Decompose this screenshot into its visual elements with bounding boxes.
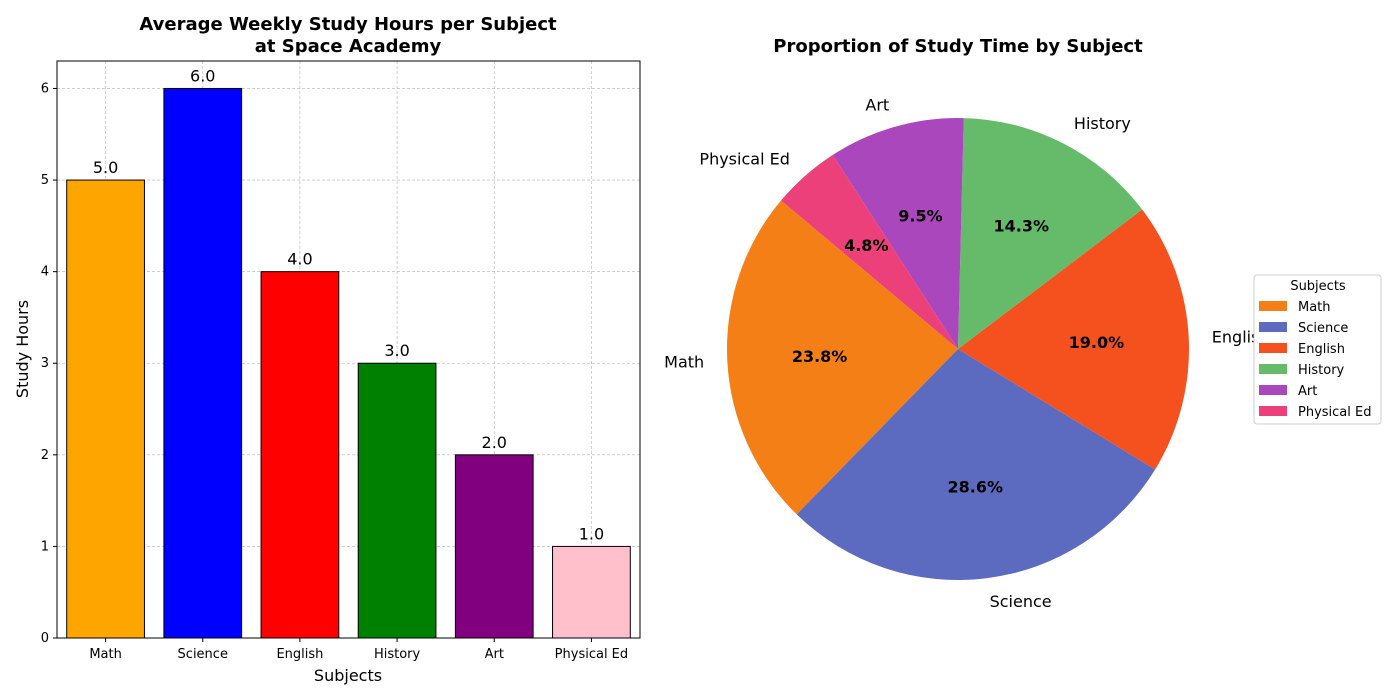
bar-y-tick-label: 3 bbox=[41, 356, 49, 371]
pie-slice-art bbox=[832, 118, 964, 349]
legend-swatch bbox=[1259, 343, 1287, 353]
bar-x-tick-label: History bbox=[374, 647, 421, 662]
bar-y-axis-label: Study Hours bbox=[13, 300, 32, 398]
pie-slice-math bbox=[727, 200, 958, 515]
pie-percent-label: 14.3% bbox=[993, 217, 1049, 236]
legend-swatch bbox=[1259, 406, 1287, 416]
pie-slice-english bbox=[958, 209, 1189, 470]
bar-x-axis-label: Subjects bbox=[314, 666, 382, 685]
legend-entry: English bbox=[1298, 342, 1345, 357]
bar-marks bbox=[66, 87, 631, 639]
bar-y-tick-label: 5 bbox=[41, 173, 49, 188]
pie-legend: Subjects Math Science English History Art Phy… bbox=[1253, 274, 1382, 425]
bar-y-tick-label: 2 bbox=[41, 448, 49, 463]
bar-physical-ed bbox=[552, 545, 631, 639]
bar-value-label: 3.0 bbox=[384, 341, 409, 360]
bar-x-axis-ticks: Math Science English History Art Physical Ed bbox=[89, 638, 628, 662]
pie-percent-labels: 23.8% 28.6% 19.0% 14.3% 9.5% 4.8% bbox=[792, 207, 1124, 497]
pie-slice-label: Math bbox=[664, 353, 704, 372]
legend-entry: Art bbox=[1298, 384, 1317, 399]
bar-y-tick-label: 0 bbox=[41, 631, 49, 646]
legend-entry: Math bbox=[1298, 300, 1331, 315]
bar-art bbox=[454, 454, 534, 639]
pie-slice-label: Art bbox=[865, 95, 889, 114]
bar-value-label: 2.0 bbox=[482, 433, 507, 452]
bar-math bbox=[66, 179, 145, 639]
bar-value-label: 4.0 bbox=[287, 250, 312, 269]
bar-chart-title-line-2: at Space Academy bbox=[255, 36, 442, 57]
pie-slice-history bbox=[958, 118, 1143, 349]
legend-swatch bbox=[1259, 364, 1287, 374]
legend-entry: Science bbox=[1298, 321, 1348, 336]
bar-x-tick-label: Art bbox=[485, 647, 504, 662]
pie-slice-science bbox=[796, 349, 1156, 581]
legend-swatch bbox=[1259, 385, 1287, 395]
bar-chart-title-line-1: Average Weekly Study Hours per Subject bbox=[139, 14, 557, 35]
legend-title: Subjects bbox=[1290, 279, 1346, 294]
pie-slice-label: Science bbox=[990, 592, 1052, 611]
bar-x-tick-label: English bbox=[276, 647, 323, 662]
legend-items: Math Science English History Art Physical Ed bbox=[1259, 300, 1371, 420]
pie-chart: Proportion of Study Time by Subject Math… bbox=[664, 36, 1382, 611]
bar-english bbox=[260, 271, 340, 639]
bar-y-tick-label: 4 bbox=[41, 265, 49, 280]
pie-slice-label: History bbox=[1074, 114, 1131, 133]
bar-plot-frame bbox=[56, 60, 641, 639]
pie-percent-label: 4.8% bbox=[844, 236, 888, 255]
bar-value-label: 6.0 bbox=[190, 66, 215, 85]
legend-swatch bbox=[1259, 301, 1287, 311]
bar-value-label: 1.0 bbox=[579, 524, 604, 543]
pie-chart-title: Proportion of Study Time by Subject bbox=[773, 36, 1143, 57]
pie-percent-label: 23.8% bbox=[792, 347, 848, 366]
pie-slice-physical-ed bbox=[781, 154, 958, 349]
bar-x-tick-label: Science bbox=[178, 647, 228, 662]
bar-x-tick-label: Physical Ed bbox=[555, 647, 628, 662]
bar-value-labels: 5.0 6.0 4.0 3.0 2.0 1.0 bbox=[93, 66, 604, 543]
legend-swatch bbox=[1259, 322, 1287, 332]
pie-percent-label: 28.6% bbox=[947, 478, 1003, 497]
pie-percent-label: 19.0% bbox=[1069, 333, 1125, 352]
pie-slice-label: Physical Ed bbox=[699, 149, 789, 168]
bar-value-label: 5.0 bbox=[93, 158, 118, 177]
legend-entry: Physical Ed bbox=[1298, 405, 1371, 420]
bar-chart: Average Weekly Study Hours per Subject a… bbox=[13, 14, 641, 685]
bar-y-tick-label: 6 bbox=[41, 81, 49, 96]
legend-entry: History bbox=[1298, 363, 1345, 378]
bar-science bbox=[163, 87, 243, 639]
pie-percent-label: 9.5% bbox=[898, 207, 942, 226]
bar-x-tick-label: Math bbox=[89, 647, 122, 662]
bar-history bbox=[357, 362, 437, 639]
pie-slices bbox=[727, 118, 1189, 581]
bar-y-axis-ticks: 0 1 2 3 4 5 6 bbox=[41, 81, 57, 646]
bar-y-tick-label: 1 bbox=[41, 539, 49, 554]
